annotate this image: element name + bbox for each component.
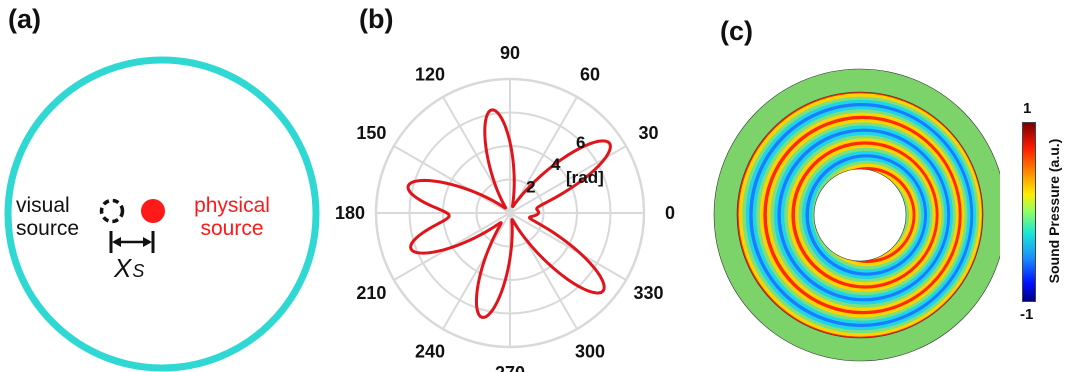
polar-grid-spoke — [442, 212, 511, 330]
panel-c-label: (c) — [720, 16, 753, 46]
polar-angle-label: 240 — [415, 342, 445, 362]
wave-ring — [742, 96, 980, 334]
panel-b-label: (b) — [359, 4, 394, 34]
wave-ring — [798, 147, 933, 283]
polar-angle-labels: 9060300330300270240210180150120 — [335, 43, 675, 372]
polar-angle-label: 330 — [634, 283, 664, 303]
polar-angle-label: 30 — [639, 123, 659, 143]
wave-ring — [791, 141, 939, 289]
wave-ring — [784, 135, 945, 295]
visual-source-label-line2: source — [16, 217, 80, 240]
visual-source-marker — [99, 198, 125, 224]
colorbar-title: Sound Pressure (a.u.) — [1046, 138, 1062, 284]
wave-ring — [787, 138, 942, 292]
polar-plot: 9060300330300270240210180150120 246 [rad… — [335, 43, 675, 372]
visual-source-label-line1: visual — [16, 194, 70, 217]
polar-angle-label: 0 — [665, 203, 675, 223]
physical-source-marker — [141, 199, 165, 223]
visual-source-label: visual source — [16, 194, 96, 240]
panel-a-diagram: XS — [4, 56, 320, 372]
wave-ring — [780, 131, 948, 299]
wave-ring — [805, 154, 928, 276]
panel-a-label: (a) — [8, 4, 41, 34]
wave-ring — [759, 112, 965, 318]
boundary-ring — [4, 56, 320, 372]
wave-ring — [801, 151, 930, 280]
polar-angle-label: 210 — [356, 283, 386, 303]
physical-source-label: physical source — [182, 194, 282, 240]
polar-radius-label: 4 — [551, 155, 561, 174]
radiation-pattern-curve — [406, 108, 612, 319]
polar-angle-label: 60 — [580, 64, 600, 84]
polar-radius-label: 6 — [576, 133, 585, 152]
offset-label: XS — [113, 253, 144, 283]
sound-pressure-field — [713, 68, 1000, 362]
colorbar-max-label: 1 — [1023, 100, 1032, 117]
offset-arrowhead-right — [143, 237, 152, 247]
polar-grid-spoke — [393, 145, 511, 214]
inner-hole — [813, 168, 907, 262]
wave-ring — [770, 122, 956, 308]
wave-ring — [763, 115, 962, 315]
offset-arrowhead-left — [112, 237, 121, 247]
polar-grid-spoke — [509, 212, 627, 281]
wave-ring — [794, 144, 936, 286]
colorbar-min-label: -1 — [1020, 306, 1034, 323]
wave-ring — [777, 128, 951, 302]
polar-angle-label: 150 — [356, 123, 386, 143]
wave-ring — [749, 103, 974, 327]
polar-radius-label: 2 — [526, 178, 535, 197]
physical-source-label-line2: source — [200, 217, 264, 240]
polar-angle-label: 270 — [495, 363, 525, 372]
polar-unit-label: [rad] — [566, 168, 604, 187]
polar-grid — [374, 77, 646, 349]
wave-ring — [808, 157, 925, 273]
inner-boundary — [736, 91, 984, 339]
wave-ring — [745, 99, 977, 331]
polar-angle-label: 180 — [335, 203, 365, 223]
polar-angle-label: 120 — [415, 64, 445, 84]
wave-ring — [756, 109, 968, 321]
wave-ring — [738, 93, 982, 337]
polar-angle-label: 90 — [500, 43, 520, 63]
colorbar — [1022, 122, 1036, 302]
wave-ring — [766, 119, 959, 311]
physical-source-label-line1: physical — [194, 194, 270, 217]
wave-ring — [752, 106, 971, 324]
polar-radius-labels: 246 — [526, 133, 585, 197]
wave-ring — [773, 125, 954, 305]
polar-angle-label: 300 — [575, 342, 605, 362]
